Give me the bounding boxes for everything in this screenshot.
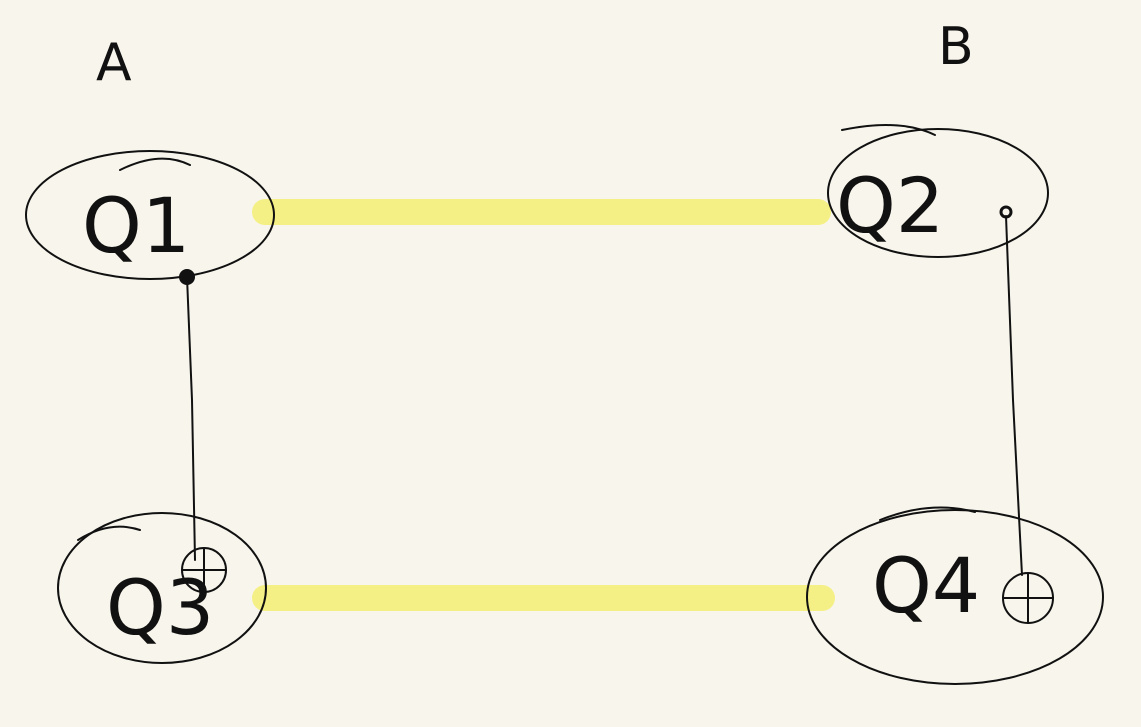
cnot-gate-left (179, 269, 227, 593)
qubit-label-q4: Q4 (872, 541, 980, 630)
cnot-gate-right (999, 205, 1054, 624)
qubit-label-q2: Q2 (836, 161, 944, 250)
qubit-node-q1: Q1 (25, 150, 275, 280)
cnot-wire-left (186, 276, 196, 561)
group-label-a: A (96, 33, 132, 93)
qubit-node-q3: Q3 (57, 512, 267, 664)
group-label-b: B (938, 17, 974, 77)
qubit-label-q3: Q3 (106, 563, 214, 652)
qubit-node-q2: Q2 (827, 124, 1049, 258)
cnot-wire-right (1005, 215, 1023, 576)
qubit-label-q1: Q1 (82, 181, 190, 270)
qubit-node-q4: Q4 (806, 506, 1104, 685)
